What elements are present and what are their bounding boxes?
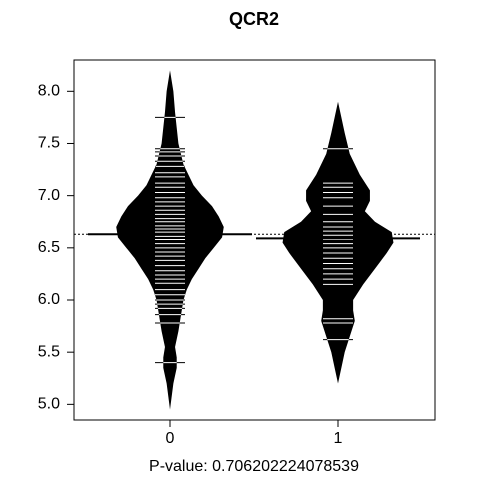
bean-density <box>282 101 394 384</box>
y-tick-label: 5.5 <box>38 343 60 360</box>
x-tick-label: 1 <box>334 430 343 447</box>
y-tick-label: 7.0 <box>38 187 60 204</box>
y-tick-label: 7.5 <box>38 135 60 152</box>
y-tick-label: 5.0 <box>38 396 60 413</box>
y-tick-label: 8.0 <box>38 83 60 100</box>
bean-density <box>116 70 224 410</box>
x-axis-label: P-value: 0.706202224078539 <box>149 458 359 475</box>
plot-frame <box>73 59 436 421</box>
x-tick-label: 0 <box>166 430 175 447</box>
chart-title: QCR2 <box>229 9 279 29</box>
y-tick-label: 6.5 <box>38 239 60 256</box>
y-tick-label: 6.0 <box>38 291 60 308</box>
